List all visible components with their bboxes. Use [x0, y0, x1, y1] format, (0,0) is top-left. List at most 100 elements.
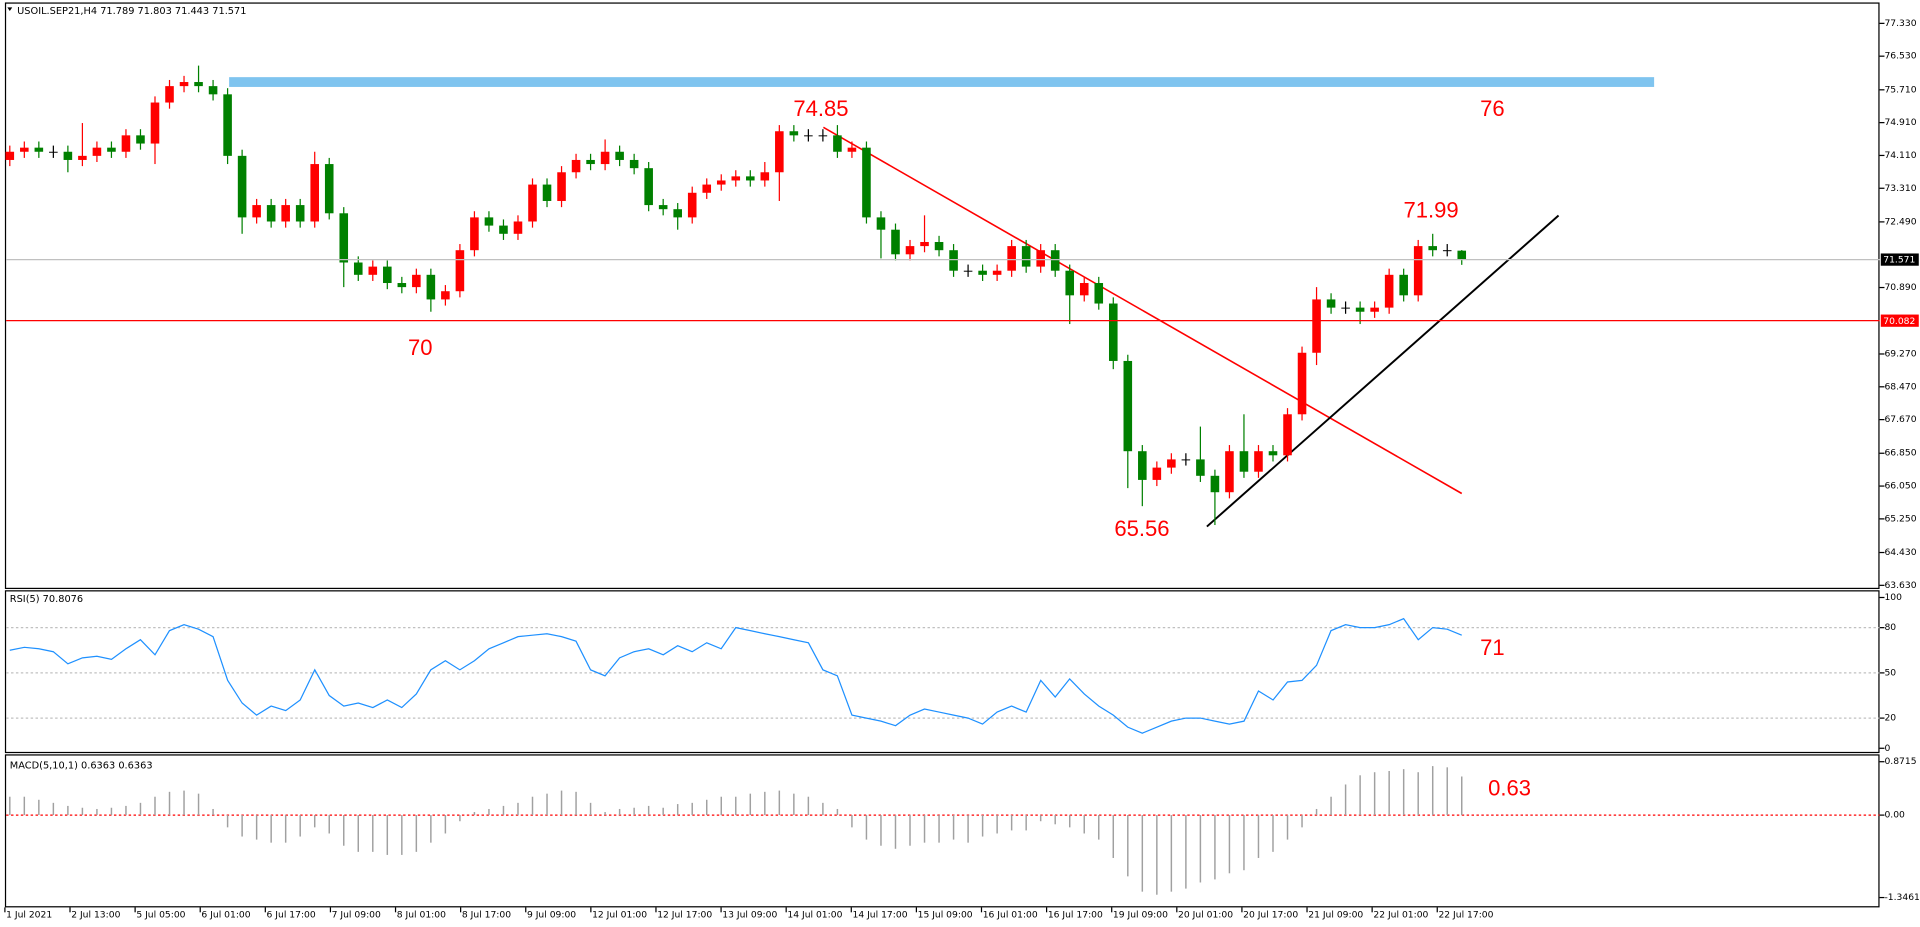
annotation: 74.85 — [793, 96, 848, 121]
candle-body — [441, 291, 450, 300]
x-tick-label: 7 Jul 09:00 — [332, 909, 381, 920]
x-tick-label: 12 Jul 17:00 — [657, 909, 712, 920]
x-tick-label: 9 Jul 09:00 — [527, 909, 576, 920]
y-tick-label: 65.250 — [1884, 513, 1916, 524]
candle-body — [1413, 246, 1423, 296]
candle-body — [1094, 283, 1104, 304]
candle-body — [107, 147, 116, 152]
candle-body — [1370, 307, 1379, 312]
candle-body — [1167, 459, 1176, 468]
candle-body — [397, 283, 407, 288]
y-tick-label: 100 — [1884, 592, 1902, 603]
x-tick-label: 5 Jul 05:00 — [136, 909, 185, 920]
candle-body — [673, 209, 682, 218]
y-tick-label: 0.00 — [1884, 810, 1905, 821]
candle-body — [934, 241, 944, 251]
candle-body — [833, 135, 842, 152]
candle-body — [34, 147, 44, 152]
candle-body — [978, 270, 987, 275]
candle-body — [658, 205, 668, 210]
candle-body — [1007, 246, 1016, 271]
annotation: 70 — [408, 335, 433, 360]
candle-body — [760, 172, 770, 181]
candle-body — [1326, 299, 1336, 308]
candle-body — [5, 151, 15, 160]
candle-body — [1036, 250, 1045, 267]
candle-body — [528, 184, 537, 222]
candle-body — [1399, 274, 1408, 296]
candle-body — [905, 246, 915, 255]
candle-body — [629, 159, 639, 169]
rsi-title: RSI(5) 70.8076 — [10, 594, 83, 605]
price-label-box — [1880, 253, 1919, 266]
candle-body — [368, 266, 378, 275]
candle-body — [949, 250, 958, 271]
candle-body — [136, 135, 145, 144]
candle-body — [557, 172, 566, 201]
candle-body — [586, 159, 595, 165]
annotation: 65.56 — [1114, 516, 1169, 541]
y-tick-label: 68.470 — [1884, 381, 1916, 392]
annotation: 71.99 — [1404, 198, 1459, 223]
price-label-box — [1880, 314, 1919, 327]
candle-body — [295, 205, 305, 222]
candle-body — [1442, 250, 1452, 252]
candle-body — [775, 131, 784, 173]
y-tick-label: 0 — [1884, 743, 1890, 754]
candle-body — [1021, 246, 1031, 267]
y-tick-label: 63.630 — [1884, 580, 1916, 591]
candle-body — [150, 102, 160, 144]
candle-body — [716, 180, 726, 185]
y-tick-label: 74.910 — [1884, 117, 1916, 128]
x-tick-label: 21 Jul 09:00 — [1308, 909, 1363, 920]
rsi-panel — [4, 590, 1880, 754]
menu-arrow[interactable] — [7, 7, 13, 12]
candle-body — [963, 270, 973, 272]
candle-body — [426, 274, 436, 300]
candle-body — [1181, 459, 1191, 461]
y-tick-label: 80 — [1884, 622, 1896, 633]
candle-body — [862, 147, 871, 218]
candle-body — [1457, 250, 1467, 260]
candle-body — [121, 135, 131, 152]
candle-body — [804, 135, 813, 137]
candle-body — [499, 225, 508, 234]
y-tick-label: 0.8715 — [1884, 756, 1916, 767]
candle-body — [324, 164, 334, 214]
candle-body — [1297, 352, 1307, 415]
y-tick-label: 74.110 — [1884, 150, 1916, 161]
candle-body — [731, 176, 741, 181]
candle-body — [20, 147, 29, 152]
candle-body — [165, 86, 174, 103]
candle-body — [891, 229, 900, 255]
y-tick-label: 72.490 — [1884, 216, 1916, 227]
candle-body — [49, 151, 58, 153]
candle-body — [1108, 303, 1118, 361]
x-tick-label: 16 Jul 01:00 — [983, 909, 1038, 920]
y-tick-label: 76.530 — [1884, 51, 1916, 62]
candle-body — [1210, 475, 1220, 493]
annotation: 0.63 — [1488, 776, 1531, 801]
x-tick-label: 8 Jul 17:00 — [462, 909, 511, 920]
x-tick-label: 19 Jul 09:00 — [1113, 909, 1168, 920]
x-tick-label: 15 Jul 09:00 — [918, 909, 973, 920]
x-tick-label: 20 Jul 01:00 — [1178, 909, 1233, 920]
candle-body — [1050, 250, 1060, 271]
panel-frames — [4, 2, 1880, 908]
candle-body — [194, 82, 203, 87]
candle-body — [1355, 307, 1365, 312]
price-label: 71.571 — [1883, 255, 1915, 266]
candle-body — [1138, 451, 1147, 480]
candle-body — [310, 164, 319, 222]
candle-body — [818, 135, 828, 137]
y-tick-label: 73.310 — [1884, 183, 1916, 194]
candle-body — [252, 205, 261, 218]
candle-body — [513, 221, 523, 234]
y-tick-label: 66.050 — [1884, 481, 1916, 492]
candle-body — [1065, 270, 1075, 296]
x-tick-label: 20 Jul 17:00 — [1243, 909, 1298, 920]
candle-body — [78, 155, 87, 160]
candle-body — [412, 274, 421, 288]
